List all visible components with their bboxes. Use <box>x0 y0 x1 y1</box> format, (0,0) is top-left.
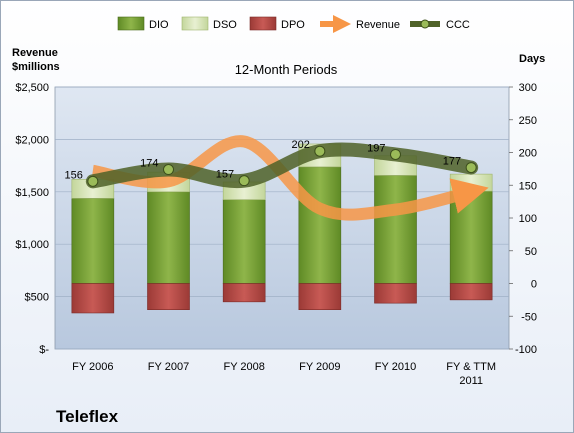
bar-dio <box>222 199 266 284</box>
ccc-point <box>87 175 99 187</box>
right-tick-label: 0 <box>531 279 537 291</box>
right-axis-title: Days <box>519 53 545 65</box>
legend-label: Revenue <box>356 19 400 31</box>
ccc-point <box>163 164 174 176</box>
left-tick-label: $1,000 <box>15 239 49 251</box>
ccc-data-label: 157 <box>216 169 234 181</box>
gridlines <box>55 86 509 350</box>
bar-dio <box>449 190 493 284</box>
legend-label: CCC <box>446 19 470 31</box>
ccc-data-label: 174 <box>140 158 158 170</box>
legend-swatch <box>181 16 209 31</box>
ccc-data-label: 177 <box>443 156 461 168</box>
legend-label: DIO <box>149 19 169 31</box>
left-axis-title-line1: Revenue <box>12 47 58 59</box>
legend-marker <box>420 19 430 29</box>
plot-area <box>54 86 510 350</box>
ccc-data-label: 202 <box>291 139 309 151</box>
x-axis-ticks: FY 2006 FY 2007 FY 2008 FY 2009 FY 2010 FY & … <box>72 361 496 387</box>
x-tick-label: FY 2006 <box>72 361 113 373</box>
right-tick-label: 200 <box>519 148 537 160</box>
right-tick-label: 150 <box>519 180 537 192</box>
right-tick-label: 300 <box>519 82 537 94</box>
chart-title: 12-Month Periods <box>235 62 338 77</box>
bar-dso <box>449 173 493 192</box>
legend: DIO DSO DPO Revenue CCC <box>117 15 470 33</box>
ccc-point <box>314 145 326 157</box>
left-tick-label: $2,500 <box>15 82 49 94</box>
x-tick-label: FY & TTM <box>446 361 496 373</box>
ccc-point <box>238 175 250 187</box>
right-tick-label: 100 <box>519 213 537 225</box>
ccc-data-label: 156 <box>64 169 82 181</box>
left-tick-label: $2,000 <box>15 134 49 146</box>
bar-dio <box>374 175 417 284</box>
right-tick-label: -100 <box>515 344 537 356</box>
x-tick-label: FY 2010 <box>375 361 416 373</box>
left-tick-label: $500 <box>25 292 49 304</box>
bar-dpo <box>71 283 115 314</box>
legend-swatch <box>117 16 145 31</box>
ccc-series: 156 174 157 202 197 177 <box>64 139 479 189</box>
right-tick-label: 50 <box>525 246 537 258</box>
x-tick-label: FY 2008 <box>223 361 264 373</box>
left-axis-title-line2: $millions <box>12 61 60 73</box>
ccc-point <box>465 162 477 174</box>
ccc-data-label: 197 <box>367 142 385 154</box>
bar-dpo <box>374 283 417 304</box>
x-tick-label: FY 2007 <box>148 361 189 373</box>
ccc-point <box>390 148 401 160</box>
bar-dio <box>298 166 342 284</box>
bar-dpo <box>147 283 190 311</box>
left-tick-label: $- <box>39 344 49 356</box>
legend-label: DPO <box>281 19 305 31</box>
bar-dpo <box>298 283 342 311</box>
legend-swatch <box>249 16 277 31</box>
company-name: Teleflex <box>56 407 119 426</box>
right-tick-label: 250 <box>519 115 537 127</box>
x-tick-label: FY 2009 <box>299 361 340 373</box>
left-tick-label: $1,500 <box>15 187 49 199</box>
x-tick-label: 2011 <box>459 375 483 387</box>
bar-dpo <box>449 283 493 301</box>
ccc-line <box>85 142 479 189</box>
bar-dpo <box>222 283 266 303</box>
bar-dio <box>71 198 115 284</box>
right-axis-ticks: -100 -50 0 50 100 150 200 250 300 <box>509 82 537 356</box>
bar-dio <box>147 191 190 284</box>
left-axis-ticks: $- $500 $1,000 $1,500 $2,000 $2,500 <box>15 82 49 356</box>
legend-label: DSO <box>213 19 237 31</box>
right-tick-label: -50 <box>521 311 537 323</box>
